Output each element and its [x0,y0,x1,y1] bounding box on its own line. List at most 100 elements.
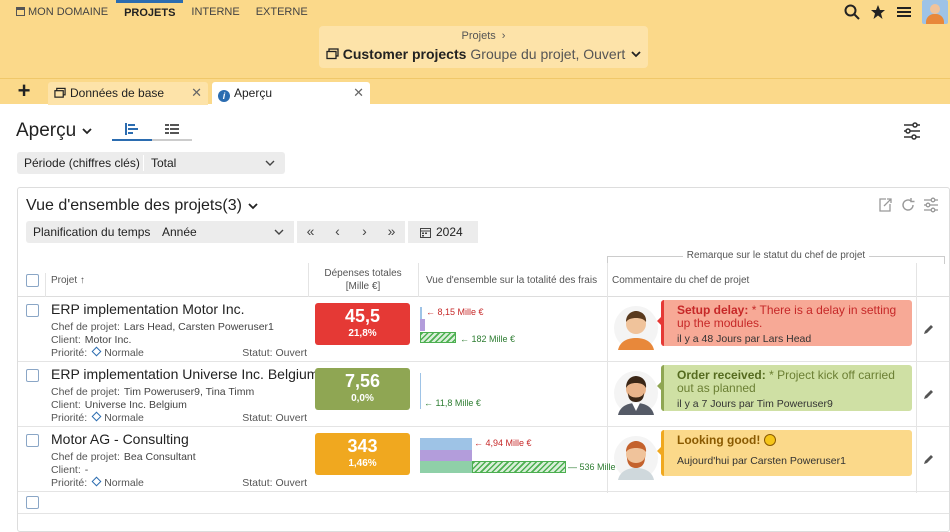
row-checkbox[interactable] [26,304,39,317]
period-value: Total [151,156,177,170]
tab-donnees-de-base[interactable]: Données de base ✕ [48,82,208,105]
table-row[interactable]: ERP implementation Motor Inc. Chef de pr… [18,297,949,362]
project-priority: Priorité: Normale [51,411,144,424]
period-select[interactable]: Période (chiffres clés) Total [17,152,285,174]
period-label: Période (chiffres clés) [24,156,140,170]
project-status: Statut: Ouvert [242,477,307,489]
context-title[interactable]: Customer projects Groupe du projet, Ouve… [319,46,648,62]
priority-icon [91,346,102,357]
row-checkbox[interactable] [26,496,39,509]
tab-bar: + Données de base ✕ i Aperçu ✕ [0,78,950,105]
first-period-button[interactable]: « [306,223,315,239]
menu-icon[interactable] [896,4,912,20]
project-priority: Priorité: Normale [51,346,144,359]
select-all-checkbox[interactable] [26,273,39,287]
nav-item-projets[interactable]: PROJETS [116,0,184,24]
project-status: Statut: Ouvert [242,347,307,359]
project-name[interactable]: Motor AG - Consulting [51,431,189,447]
main-nav: MON DOMAINE PROJETS INTERNE EXTERNE [8,0,316,24]
chevron-down-icon[interactable] [248,202,258,210]
search-icon[interactable] [844,4,860,20]
row-checkbox[interactable] [26,434,39,447]
row-checkbox[interactable] [26,369,39,382]
export-icon[interactable] [877,197,893,213]
period-nav: « ‹ › » [297,221,405,243]
planning-value: Année [162,225,197,239]
col-project[interactable]: Projet ↑ [51,274,85,286]
nav-item-externe[interactable]: EXTERNE [255,6,308,18]
table-icon [165,124,179,134]
project-name[interactable]: ERP implementation Universe Inc. Belgium [51,366,319,382]
table-row[interactable]: Motor AG - Consulting Chef de projet: Bea… [18,427,949,492]
expense-kpi[interactable]: 343 1,46% [315,433,410,475]
add-tab-button[interactable]: + [17,78,31,103]
widget-title[interactable]: Vue d'ensemble des projets(3) [26,197,258,215]
smile-icon [763,434,776,446]
chevron-down-icon[interactable] [82,127,92,135]
col-expenses[interactable]: Dépenses totales [Mille €] [324,268,402,292]
sliders-icon[interactable] [923,197,939,213]
avatar [614,434,658,482]
col-comment[interactable]: Commentaire du chef de projet [612,274,750,286]
project-client: Client: - [51,464,89,476]
col-cost-overview[interactable]: Vue d'ensemble sur la totalité des frais [426,274,598,286]
expense-kpi[interactable]: 7,56 0,0% [315,368,410,410]
chevron-down-icon [265,160,275,166]
gantt-icon [125,123,138,135]
status-comment[interactable]: Order received: * Project kick off carri… [657,365,912,411]
edit-icon[interactable] [923,323,935,335]
cost-overview-chart: ← 8,15 Mille € ← 182 Mille € [420,305,606,351]
cost-overview-chart: ← 11,8 Mille € [420,370,606,416]
list-view-button[interactable] [152,119,192,141]
cost-green-label: — 536 Mille € [568,462,624,472]
chevron-down-icon[interactable] [631,50,641,58]
priority-icon [91,476,102,487]
project-manager: Chef de projet: Bea Consultant [51,451,196,463]
tab-apercu[interactable]: i Aperçu ✕ [212,82,370,105]
sliders-icon[interactable] [902,122,922,140]
project-context[interactable]: Projets › Customer projects Groupe du pro… [319,26,648,68]
cost-green-label: ← 11,8 Mille € [424,398,481,408]
year-picker[interactable]: 2024 [408,221,478,243]
cost-red-label: ← 4,94 Mille € [474,438,532,448]
select-all-checkbox-wrap [26,263,39,297]
project-manager: Chef de projet: Lars Head, Carsten Poweru… [51,321,274,333]
calendar-icon [420,227,431,238]
top-icons [844,0,950,24]
nav-item-mon-domaine[interactable]: MON DOMAINE [8,0,116,24]
user-avatar[interactable] [922,0,948,24]
star-icon[interactable] [870,4,886,20]
prev-period-button[interactable]: ‹ [335,223,340,239]
status-comment[interactable]: Looking good! Aujourd'hui par Carsten Po… [657,430,912,476]
nav-item-interne[interactable]: INTERNE [191,6,240,18]
info-icon: i [218,90,230,102]
avatar [614,304,658,352]
gantt-view-button[interactable] [112,119,152,141]
cost-red-label: ← 8,15 Mille € [426,307,484,317]
edit-icon[interactable] [923,388,935,400]
project-group-icon [54,87,66,98]
refresh-icon[interactable] [900,197,916,213]
planning-select[interactable]: Planification du temps Année [26,221,294,243]
next-period-button[interactable]: › [362,223,367,239]
table-row[interactable]: ERP implementation Universe Inc. Belgium… [18,362,949,427]
project-client: Client: Universe Inc. Belgium [51,399,187,411]
group-header: Remarque sur le statut du chef de projet [607,250,945,261]
edit-icon[interactable] [923,453,935,465]
project-name[interactable]: ERP implementation Motor Inc. [51,301,245,317]
project-priority: Priorité: Normale [51,476,144,489]
last-period-button[interactable]: » [387,223,396,239]
status-comment[interactable]: Setup delay: * There is a delay in setti… [657,300,912,346]
table-header: Projet ↑ Dépenses totales [Mille €] Vue d… [18,263,949,297]
close-icon[interactable]: ✕ [353,85,364,100]
widget-toolbar: Planification du temps Année « ‹ › » 202… [26,221,478,243]
domain-icon [16,7,25,16]
top-header: MON DOMAINE PROJETS INTERNE EXTERNE Proj… [0,0,950,78]
year-value: 2024 [436,225,463,239]
expense-kpi[interactable]: 45,5 21,8% [315,303,410,345]
chevron-down-icon [274,229,284,235]
page-title[interactable]: Aperçu [16,120,92,142]
close-icon[interactable]: ✕ [191,85,202,100]
project-manager: Chef de projet: Tim Poweruser9, Tina Timm [51,386,255,398]
cost-overview-chart: ← 4,94 Mille € — 536 Mille € [420,435,623,481]
